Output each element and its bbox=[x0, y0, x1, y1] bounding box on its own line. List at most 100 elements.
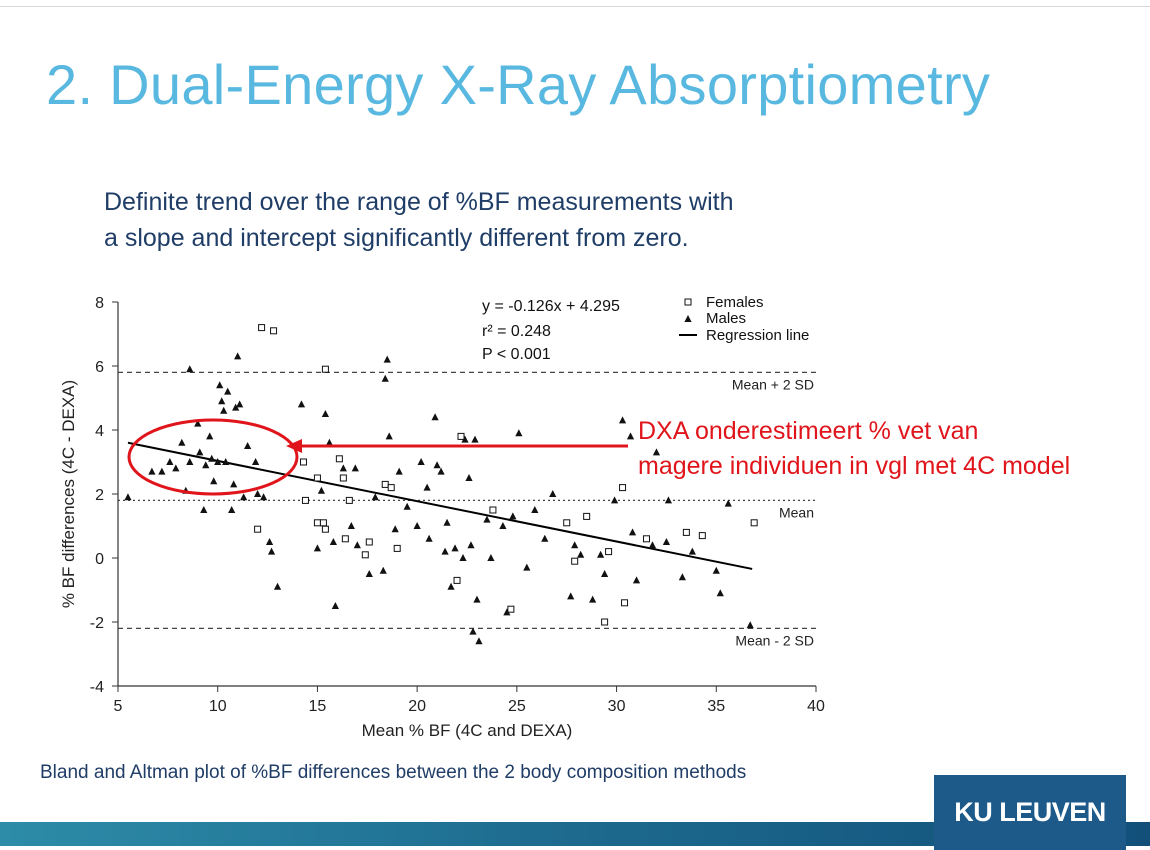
female-point bbox=[619, 484, 627, 492]
y-tick-label: 0 bbox=[95, 551, 104, 568]
male-point bbox=[688, 547, 696, 555]
female-point bbox=[361, 551, 369, 559]
male-point bbox=[447, 582, 455, 590]
legend-label: Regression line bbox=[706, 327, 809, 344]
x-tick-label: 20 bbox=[408, 698, 426, 715]
male-point bbox=[371, 493, 379, 501]
male-point bbox=[469, 627, 477, 635]
legend-label: Females bbox=[706, 294, 764, 311]
male-point bbox=[577, 550, 585, 558]
male-point bbox=[273, 582, 282, 590]
male-point bbox=[317, 486, 326, 494]
y-tick-label: -4 bbox=[90, 679, 104, 696]
male-point bbox=[353, 541, 361, 549]
male-point bbox=[531, 506, 539, 513]
male-point bbox=[515, 429, 523, 437]
male-point bbox=[166, 458, 174, 465]
male-point bbox=[549, 490, 557, 497]
red-annotation: DXA onderestimeert % vet van magere indi… bbox=[638, 414, 1070, 484]
male-point bbox=[210, 477, 218, 485]
male-point bbox=[391, 525, 399, 533]
male-point bbox=[467, 541, 475, 549]
male-point bbox=[618, 416, 627, 424]
male-point bbox=[208, 454, 216, 462]
female-point bbox=[682, 528, 690, 536]
male-point bbox=[206, 432, 214, 440]
female-point bbox=[642, 535, 650, 543]
male-point bbox=[437, 467, 445, 475]
male-point bbox=[712, 566, 720, 574]
highlight-ellipse bbox=[127, 418, 299, 496]
male-point bbox=[509, 512, 517, 520]
male-point bbox=[664, 496, 673, 504]
male-point bbox=[403, 502, 411, 510]
x-tick-label: 10 bbox=[209, 698, 227, 715]
male-point bbox=[240, 493, 248, 501]
male-point bbox=[200, 506, 208, 513]
female-point bbox=[601, 618, 609, 626]
female-point bbox=[489, 506, 497, 514]
male-point bbox=[236, 400, 244, 408]
male-point bbox=[379, 566, 387, 574]
male-point bbox=[443, 518, 451, 526]
male-point bbox=[461, 435, 469, 443]
female-point bbox=[270, 327, 278, 335]
male-point bbox=[597, 550, 605, 558]
male-point bbox=[259, 493, 268, 501]
male-point bbox=[716, 589, 724, 597]
female-point bbox=[381, 480, 389, 488]
male-point bbox=[475, 637, 483, 645]
male-point bbox=[662, 538, 671, 545]
male-point bbox=[214, 458, 222, 465]
male-point bbox=[395, 467, 403, 475]
male-point bbox=[425, 534, 433, 542]
male-point bbox=[431, 413, 439, 421]
male-point bbox=[648, 541, 657, 549]
male-point bbox=[499, 522, 507, 529]
female-point bbox=[698, 532, 706, 540]
male-point bbox=[325, 438, 333, 446]
female-point bbox=[457, 432, 465, 440]
male-point bbox=[252, 458, 260, 465]
stats-line: y = -0.126x + 4.295 bbox=[482, 298, 620, 315]
female-point bbox=[299, 458, 307, 466]
male-point bbox=[351, 464, 359, 472]
male-point bbox=[196, 448, 204, 456]
male-point bbox=[601, 570, 609, 577]
top-rule bbox=[0, 6, 1150, 7]
male-point bbox=[228, 506, 236, 513]
male-point bbox=[383, 355, 391, 363]
female-point bbox=[321, 525, 329, 533]
male-point bbox=[220, 406, 228, 414]
male-point bbox=[381, 374, 389, 382]
male-point bbox=[329, 538, 337, 545]
male-point bbox=[385, 432, 393, 440]
male-point bbox=[186, 365, 194, 373]
male-point bbox=[678, 573, 686, 581]
male-point bbox=[724, 499, 732, 507]
y-tick-label: 2 bbox=[95, 487, 104, 504]
female-point bbox=[254, 525, 262, 533]
male-point bbox=[423, 483, 431, 491]
male-point bbox=[186, 458, 194, 465]
reference-line-label: Mean bbox=[779, 504, 814, 520]
female-point bbox=[605, 548, 613, 556]
male-point bbox=[628, 528, 637, 536]
female-point bbox=[341, 535, 349, 543]
female-point bbox=[319, 519, 327, 527]
x-axis-label: Mean % BF (4C and DEXA) bbox=[362, 721, 573, 740]
male-point bbox=[471, 435, 479, 443]
male-point bbox=[626, 432, 635, 440]
female-point bbox=[335, 455, 343, 463]
male-point bbox=[567, 592, 575, 600]
male-point bbox=[194, 419, 202, 427]
subtitle-line-1: Definite trend over the range of %BF mea… bbox=[104, 188, 734, 216]
male-point bbox=[331, 602, 339, 609]
female-point bbox=[301, 496, 309, 504]
male-point bbox=[413, 522, 421, 529]
male-point bbox=[487, 554, 495, 561]
stats-line: P < 0.001 bbox=[482, 346, 551, 363]
x-tick-label: 25 bbox=[508, 698, 526, 715]
male-point bbox=[321, 410, 330, 417]
male-point bbox=[172, 464, 180, 472]
